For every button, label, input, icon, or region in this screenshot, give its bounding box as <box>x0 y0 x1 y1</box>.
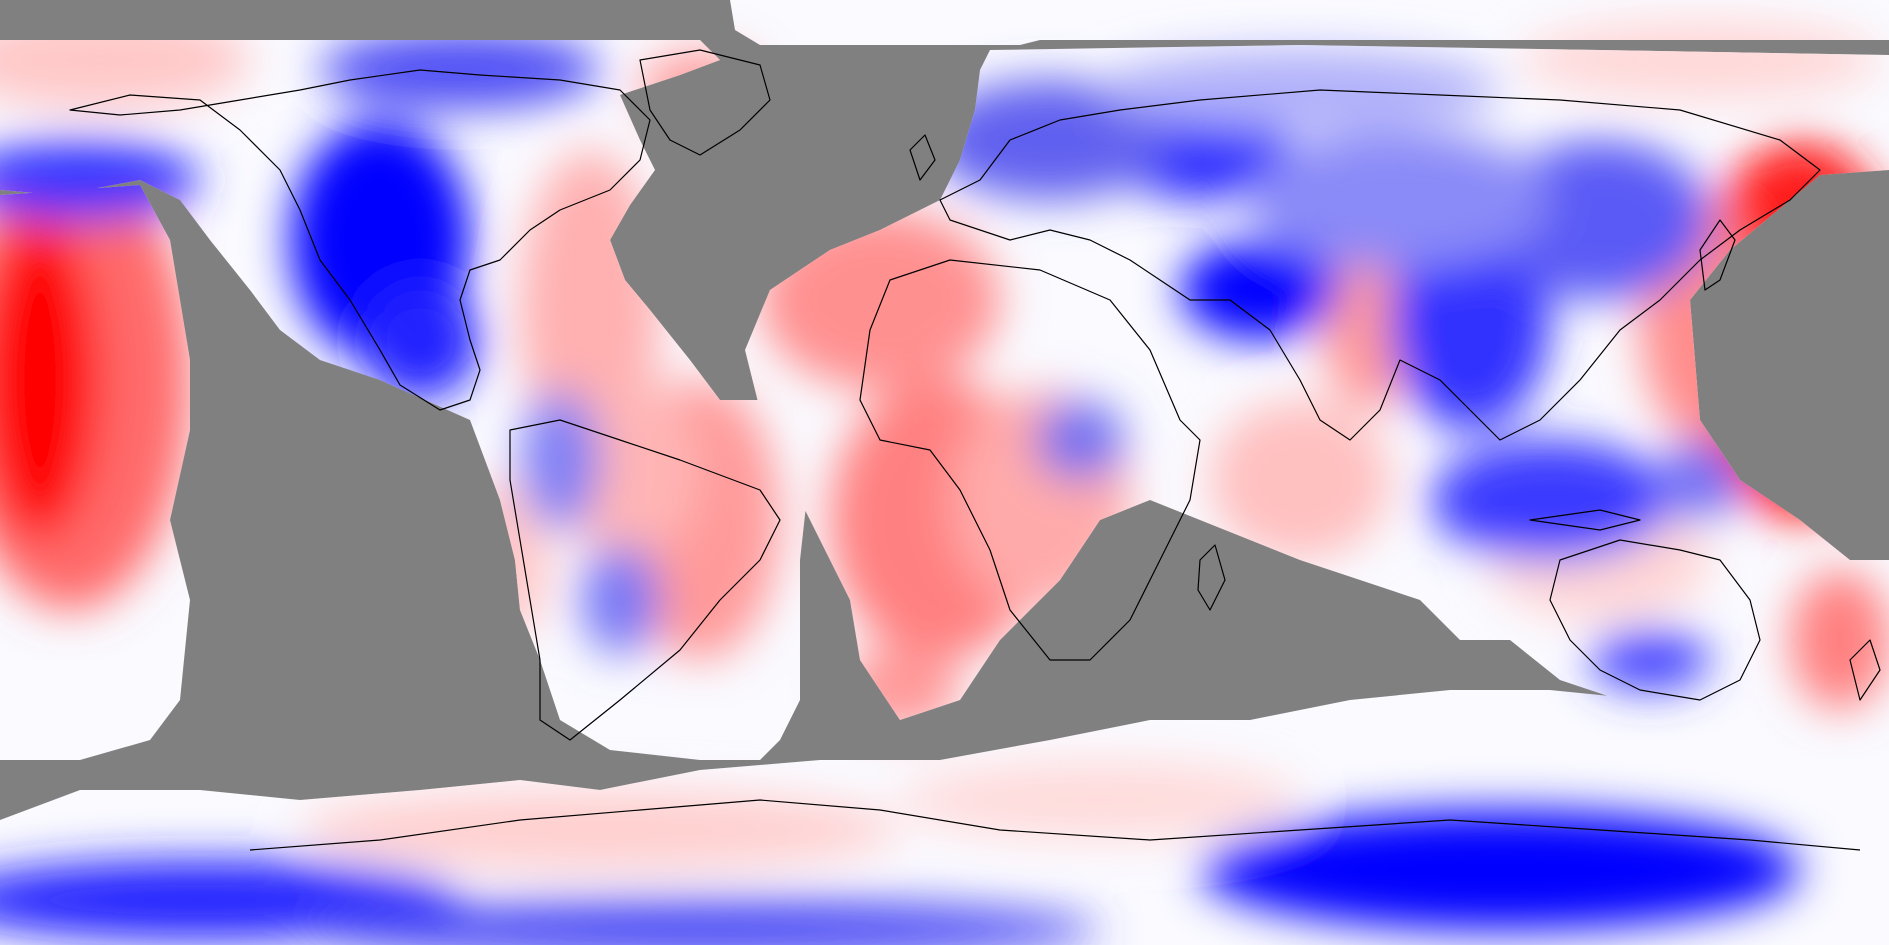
coastline-antarctica <box>249 799 1861 851</box>
coastline-madagascar <box>1197 544 1226 611</box>
coastline-africa <box>859 259 1201 661</box>
coastline-indonesia <box>1529 509 1641 531</box>
coastlines <box>69 49 1881 851</box>
coastline-british-isles <box>909 134 936 181</box>
coastline-europe-asia <box>939 89 1821 441</box>
coastline-japan <box>1699 219 1736 291</box>
coastline-australia <box>1549 539 1761 701</box>
coastline-greenland <box>639 49 771 156</box>
coastline-north-america <box>69 69 651 411</box>
coastline-new-zealand <box>1849 639 1881 701</box>
coastline-south-america <box>509 419 781 741</box>
